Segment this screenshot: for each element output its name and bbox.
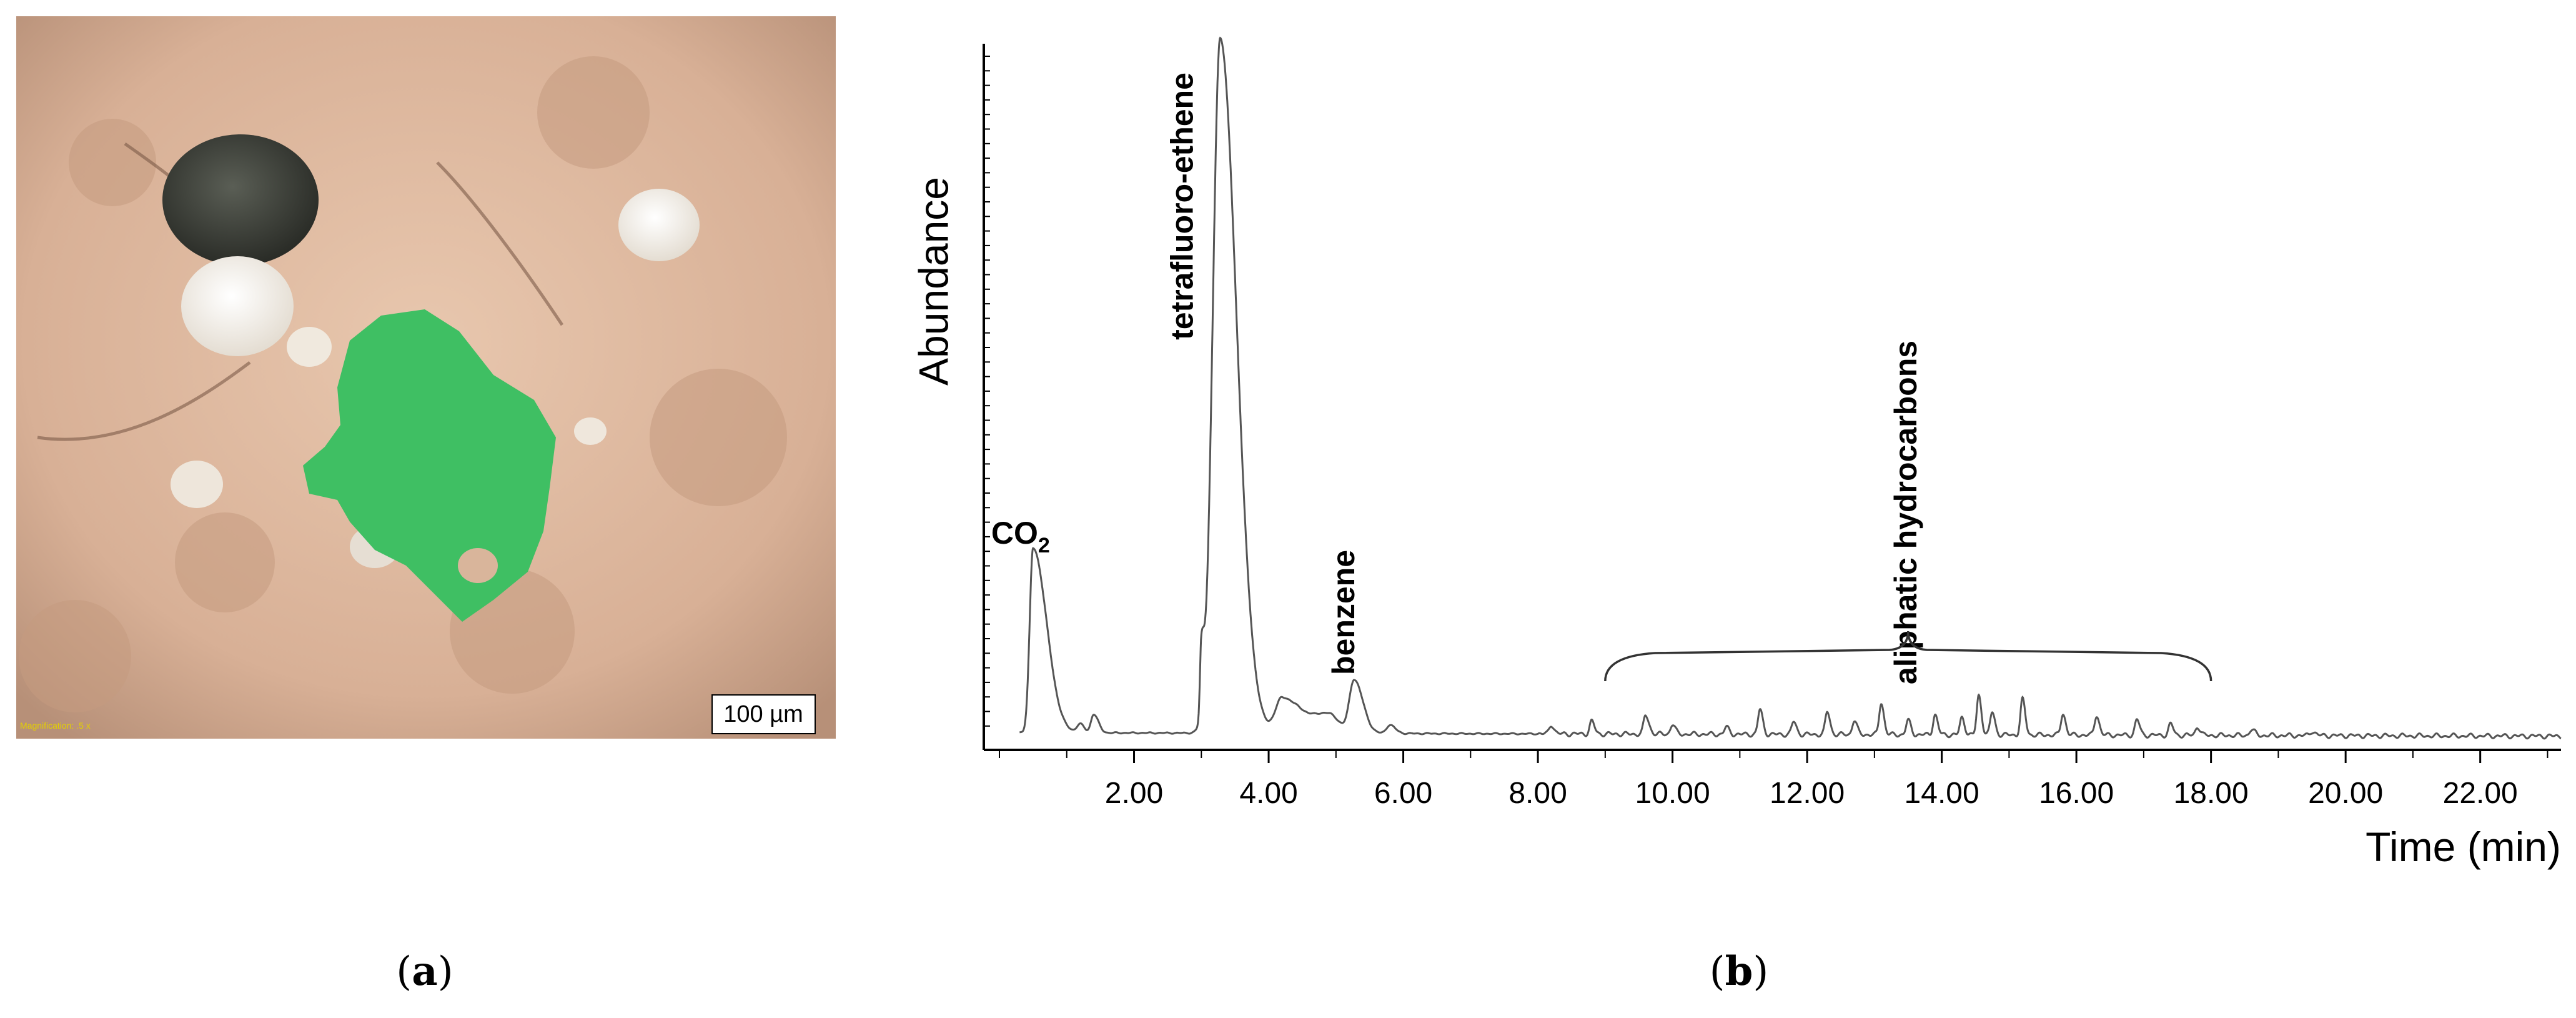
chromatogram-trace (1019, 36, 2562, 740)
y-axis-label: Abundance (910, 177, 956, 386)
dark-mineral-grain (162, 134, 319, 266)
white-mineral-grain (181, 256, 294, 356)
x-tick-label: 18.00 (2174, 777, 2249, 810)
white-mineral-grain (574, 417, 607, 445)
x-tick-label: 6.00 (1374, 777, 1432, 810)
peak-label: tetrafluoro-ethene (1165, 72, 1200, 340)
x-tick-label: 10.00 (1635, 777, 1710, 810)
peak-label: aliphatic hydrocarbons (1888, 341, 1923, 684)
chromatogram-panel: 2.00 4.00 6.00 8.00 10.00 12.00 14.00 16.00 18.0… (910, 36, 2562, 870)
aliphatic-bracket (1604, 631, 2212, 682)
particle-hole (458, 548, 498, 583)
x-tick-label: 4.00 (1239, 777, 1297, 810)
green-microplastic-particle (303, 309, 556, 622)
x-tick-label: 12.00 (1770, 777, 1845, 810)
x-tick-label: 22.00 (2443, 777, 2518, 810)
x-axis-label: Time (min) (2365, 824, 2561, 870)
peak-label: benzene (1326, 550, 1361, 675)
x-tick-label: 20.00 (2308, 777, 2383, 810)
x-tick-label: 8.00 (1508, 777, 1567, 810)
panel-a-label: (a) (396, 948, 453, 995)
white-mineral-grain (171, 461, 223, 508)
scale-bar: 100 µm (711, 694, 816, 734)
peak-annotations: CO2 tetrafluoro-ethene benzene aliphatic hy… (991, 72, 1923, 684)
x-tick-label: 2.00 (1105, 777, 1163, 810)
x-tick-label: 14.00 (1905, 777, 1979, 810)
peak-label-co2: CO2 (991, 516, 1050, 557)
chart-axes (983, 44, 2561, 751)
scale-bar-label: 100 µm (723, 701, 803, 727)
magnification-caption: Magnification: .5 x (20, 721, 91, 731)
chart-ticks: 2.00 4.00 6.00 8.00 10.00 12.00 14.00 16.00 18.0… (999, 750, 2549, 810)
white-mineral-grain (287, 327, 332, 367)
x-tick-label: 16.00 (2039, 777, 2114, 810)
panel-b-label: (b) (1710, 948, 1769, 995)
white-mineral-grain (618, 189, 700, 261)
micrograph-panel: 100 µm Magnification: .5 x (16, 16, 836, 739)
scale-bar-box (711, 694, 816, 734)
